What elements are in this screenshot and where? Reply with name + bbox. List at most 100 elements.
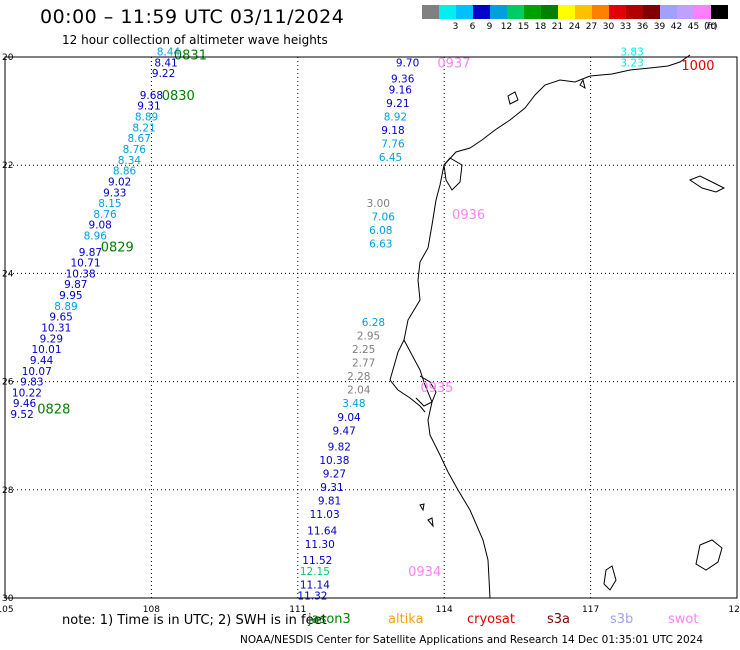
lon-tick-label: 105 (0, 605, 14, 615)
wave-height-value: 8.89 (54, 301, 77, 313)
track-marks: 8.448.419.229.689.318.898.218.678.768.34… (10, 47, 714, 603)
scale-swatch (473, 5, 490, 19)
wave-height-value: 6.63 (369, 239, 392, 251)
wave-height-value: 9.18 (381, 125, 404, 137)
wave-height-value: 9.68 (140, 90, 163, 102)
wave-height-value: 9.81 (318, 496, 341, 508)
wave-height-value: 11.14 (300, 579, 330, 591)
track-time-label: 0936 (452, 208, 485, 223)
legend-entry-s3a: s3a (547, 612, 571, 627)
scale-swatch (490, 5, 507, 19)
wave-height-value: 9.87 (64, 279, 87, 291)
scale-label: 27 (585, 22, 598, 32)
wave-height-value: 9.82 (328, 442, 351, 454)
wave-height-value: 9.27 (323, 469, 346, 481)
wave-height-value: 10.38 (319, 455, 349, 467)
wave-height-value: 9.22 (152, 68, 175, 80)
track-time-label: 1000 (681, 59, 714, 74)
wave-height-value: 9.04 (337, 412, 361, 424)
scale-swatch (677, 5, 694, 19)
wave-height-value: 9.83 (20, 377, 43, 389)
wave-height-value: 8.44 (157, 47, 181, 59)
legend-entry-s3b: s3b (610, 612, 634, 627)
wave-height-value: 10.01 (31, 344, 61, 356)
wave-height-value: 9.47 (332, 425, 355, 437)
track-time-label: 0831 (174, 48, 207, 63)
wave-height-value: 9.31 (137, 101, 160, 113)
scale-swatch (711, 5, 728, 19)
scale-swatch (592, 5, 609, 19)
scale-label: 39 (653, 22, 666, 32)
wave-height-value: 10.31 (41, 323, 71, 335)
wave-height-value: 6.45 (379, 152, 402, 164)
wave-height-value: 3.83 (620, 47, 643, 59)
wave-height-value: 2.28 (347, 371, 370, 383)
wave-height-value: 10.22 (12, 387, 42, 399)
coastline-mainland (403, 54, 691, 599)
map-axes: 105 108 111 114 117 120 20 22 24 26 28 30 (0, 53, 740, 615)
scale-swatch (422, 5, 439, 19)
wave-height-value: 11.30 (305, 539, 335, 551)
legend-entry-altika: altika (388, 612, 424, 627)
coastline-gulf (415, 375, 437, 407)
scale-label: 21 (551, 22, 564, 32)
wave-height-value: 3.23 (620, 57, 643, 69)
island (695, 539, 723, 571)
scale-swatch (643, 5, 660, 19)
wave-height-value: 9.52 (10, 409, 33, 421)
wave-height-value: 6.28 (362, 317, 385, 329)
page-title: 00:00 – 11:59 UTC 03/11/2024 (40, 6, 345, 28)
map-frame (4, 56, 738, 599)
wave-height-value: 9.95 (59, 290, 82, 302)
scale-label: 12 (500, 22, 513, 32)
scale-label: 6 (469, 22, 476, 32)
scale-swatch (609, 5, 626, 19)
lat-tick-label: 22 (2, 161, 13, 171)
wave-height-value: 10.07 (22, 366, 52, 378)
scale-label: 18 (534, 22, 547, 32)
scale-swatch (558, 5, 575, 19)
wave-height-value: 9.21 (386, 98, 409, 110)
wave-height-value: 2.95 (357, 331, 380, 343)
wave-height-value: 8.76 (123, 144, 147, 156)
scale-swatch (541, 5, 558, 19)
scale-label: 45 (687, 22, 700, 32)
island (603, 565, 617, 591)
wave-height-value: 9.46 (13, 398, 37, 410)
track-time-label: 0934 (408, 565, 441, 580)
track-time-label: 0937 (437, 56, 470, 71)
wave-height-value: 11.64 (307, 525, 337, 537)
wave-height-value: 10.38 (66, 268, 96, 280)
track-time-label: 0829 (101, 240, 134, 255)
wave-height-value: 9.31 (320, 482, 343, 494)
island (507, 91, 519, 105)
scale-label: 30 (602, 22, 615, 32)
legend-entry-swot: swot (668, 612, 699, 627)
wave-height-value: 8.76 (93, 209, 117, 221)
wave-height-value: 8.34 (118, 155, 142, 167)
wave-height-value: 8.86 (113, 166, 137, 178)
wave-height-value: 7.06 (372, 212, 396, 224)
wave-height-value: 9.36 (391, 74, 415, 86)
island (419, 503, 425, 512)
lon-tick-label: 120 (728, 605, 740, 615)
lat-tick-label: 30 (2, 594, 14, 604)
scale-label: 24 (568, 22, 581, 32)
scale-swatch (524, 5, 541, 19)
island (443, 157, 463, 191)
island (688, 175, 726, 193)
wave-height-value: 9.16 (389, 84, 413, 96)
scale-swatch (626, 5, 643, 19)
scale-label: 15 (517, 22, 530, 32)
wave-height-value: 8.67 (128, 133, 151, 145)
wave-height-value: 3.48 (342, 398, 365, 410)
scale-swatch (439, 5, 456, 19)
scale-unit: (ft) (704, 22, 718, 32)
scale-swatch (660, 5, 677, 19)
wave-height-value: 7.76 (381, 139, 405, 151)
wave-height-value: 8.96 (84, 231, 108, 243)
scale-label: 70 (704, 22, 717, 32)
wave-height-value: 8.92 (384, 112, 407, 124)
lat-tick-label: 20 (2, 53, 14, 63)
